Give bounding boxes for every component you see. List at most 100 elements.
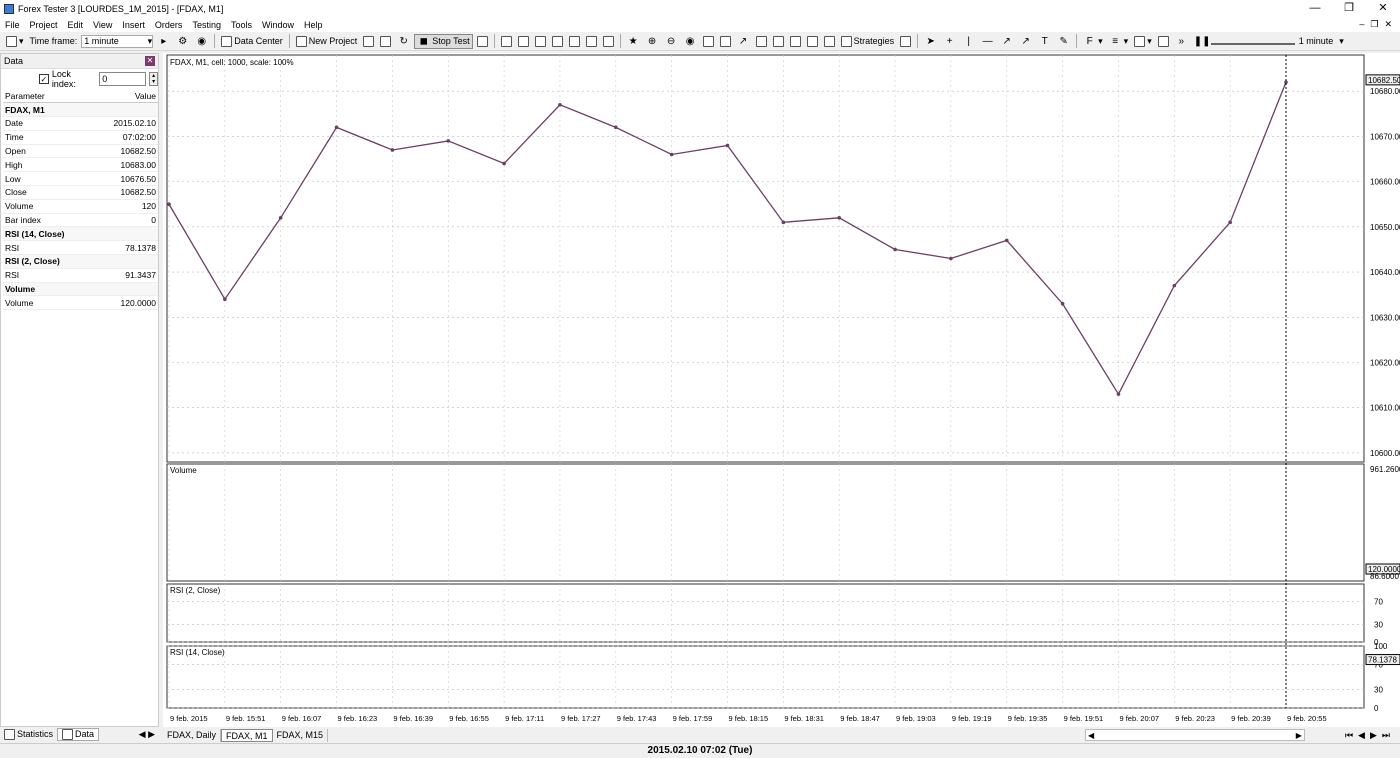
table-row[interactable]: Open 10682.50 bbox=[3, 144, 158, 159]
grid-button[interactable] bbox=[788, 34, 803, 49]
indicator-button[interactable]: ★ bbox=[625, 34, 642, 49]
templates-button[interactable] bbox=[805, 34, 820, 49]
table-row[interactable]: Date 2015.02.10 bbox=[3, 116, 158, 131]
zoom-out-button[interactable]: ⊖ bbox=[663, 34, 680, 49]
vline-button[interactable]: | bbox=[960, 34, 977, 49]
hline-button[interactable]: — bbox=[979, 34, 996, 49]
strategies-button[interactable]: Strategies bbox=[839, 34, 897, 49]
bars-button[interactable] bbox=[718, 34, 733, 49]
order-tool-4[interactable] bbox=[550, 34, 565, 49]
settings-button[interactable]: ⚙ bbox=[174, 34, 191, 49]
chart-tab-daily[interactable]: FDAX, Daily bbox=[163, 728, 222, 742]
rsi14-current-label: 78.1378 bbox=[1368, 656, 1397, 665]
table-row[interactable]: High 10683.00 bbox=[3, 157, 158, 173]
menu-file[interactable]: File bbox=[5, 19, 20, 30]
copy-button[interactable] bbox=[378, 34, 393, 49]
menu-orders[interactable]: Orders bbox=[154, 19, 183, 30]
last-bar-icon[interactable]: ⏭ bbox=[1381, 729, 1390, 740]
next-icon[interactable]: ▶ bbox=[1369, 729, 1377, 740]
binoculars-button[interactable]: ◉ bbox=[682, 34, 699, 49]
stop-test-button[interactable]: ◼ Stop Test bbox=[414, 33, 473, 49]
pencil-button[interactable]: ✎ bbox=[1055, 34, 1072, 49]
speed-slider[interactable] bbox=[1210, 37, 1295, 45]
zoom-in-button[interactable]: ⊕ bbox=[644, 34, 661, 49]
tools-button[interactable] bbox=[822, 34, 837, 49]
mdi-minimize-icon[interactable]: – bbox=[1359, 19, 1365, 29]
menu-testing[interactable]: Testing bbox=[192, 19, 221, 30]
close-button[interactable]: ✕ bbox=[1378, 2, 1388, 14]
timeframe-select[interactable]: 1 minute ▾ bbox=[81, 34, 154, 48]
table-row[interactable]: RSI 91.3437 bbox=[3, 268, 158, 283]
mdi-restore-icon[interactable]: ❐ bbox=[1370, 19, 1379, 29]
candles-button[interactable] bbox=[701, 34, 716, 49]
chevron-left-icon[interactable]: ◀ bbox=[1087, 730, 1095, 740]
menu-tools[interactable]: Tools bbox=[230, 19, 252, 30]
channel-button[interactable]: ≡ ▾ bbox=[1107, 34, 1131, 49]
table-row[interactable]: Time 07:02:00 bbox=[3, 130, 158, 145]
tab-statistics[interactable]: Statistics bbox=[0, 728, 57, 741]
lock-index-spinner[interactable]: ▴ ▾ bbox=[149, 72, 158, 86]
separator bbox=[214, 34, 216, 48]
cursor-button[interactable]: ➤ bbox=[922, 34, 939, 49]
table-row[interactable]: Volume 120 bbox=[3, 199, 158, 214]
chevron-right-icon[interactable]: ▶ bbox=[1295, 730, 1302, 740]
menu-insert[interactable]: Insert bbox=[122, 19, 145, 30]
ray-button[interactable]: ↗ bbox=[1017, 34, 1034, 49]
menu-view[interactable]: View bbox=[93, 19, 113, 30]
open-project-button[interactable] bbox=[361, 34, 376, 49]
col-parameter: Parameter bbox=[3, 89, 79, 104]
lock-index-checkbox[interactable]: ✓ bbox=[39, 74, 49, 84]
chart-tab-m1[interactable]: FDAX, M1 bbox=[221, 728, 273, 742]
minimize-button[interactable]: — bbox=[1309, 2, 1321, 14]
menu-window[interactable]: Window bbox=[261, 19, 294, 30]
menu-help[interactable]: Help bbox=[304, 19, 323, 30]
layout-button[interactable]: ▾ bbox=[4, 34, 26, 49]
close-icon[interactable]: ✕ bbox=[145, 56, 155, 66]
more-button[interactable]: » bbox=[1173, 34, 1190, 49]
order-tool-7[interactable] bbox=[601, 34, 616, 49]
calc-button[interactable] bbox=[898, 34, 913, 49]
new-project-button[interactable]: New Project bbox=[294, 34, 360, 49]
shape-button[interactable]: ▾ bbox=[1132, 34, 1154, 49]
chart-window[interactable]: FDAX, M1, cell: 1000, scale: 100% Volume R… bbox=[163, 53, 1400, 727]
line-chart-button[interactable]: ↗ bbox=[735, 34, 752, 49]
maximize-button[interactable]: ❐ bbox=[1344, 2, 1354, 14]
table-row[interactable]: RSI 78.1378 bbox=[3, 240, 158, 256]
fibonacci-button[interactable]: F ▾ bbox=[1081, 34, 1105, 49]
tab-statistics-label: Statistics bbox=[17, 729, 54, 739]
test-settings-button[interactable] bbox=[475, 34, 490, 49]
timeframe-label: Time frame: bbox=[29, 36, 78, 46]
chart-tab-m15[interactable]: FDAX, M15 bbox=[273, 728, 329, 742]
candle-chart-button[interactable] bbox=[771, 34, 786, 49]
first-bar-icon[interactable]: ⏮ bbox=[1344, 729, 1354, 740]
pause-button[interactable]: ❚❚ bbox=[1192, 34, 1211, 49]
tab-data[interactable]: Data bbox=[57, 727, 100, 741]
order-tool-2[interactable] bbox=[516, 34, 531, 49]
mdi-close-icon[interactable]: ✕ bbox=[1384, 19, 1392, 29]
order-tool-5[interactable] bbox=[567, 34, 582, 49]
lock-index-input[interactable]: 0 bbox=[99, 72, 147, 86]
refresh-button[interactable]: ↻ bbox=[395, 34, 412, 49]
table-row[interactable]: Low 10676.50 bbox=[3, 171, 158, 187]
order-tool-1[interactable] bbox=[499, 34, 514, 49]
order-tool-3[interactable] bbox=[533, 34, 548, 49]
crosshair-button[interactable]: + bbox=[941, 34, 958, 49]
prev-icon[interactable]: ◀ bbox=[1358, 729, 1365, 740]
table-row[interactable]: Volume 120.0000 bbox=[3, 295, 158, 311]
text-button[interactable]: T bbox=[1036, 34, 1053, 49]
speed-dropdown[interactable]: ▾ bbox=[1337, 34, 1346, 49]
network-button[interactable]: ◉ bbox=[193, 34, 210, 49]
menu-edit[interactable]: Edit bbox=[67, 19, 84, 30]
magnet-button[interactable] bbox=[1156, 34, 1171, 49]
table-row[interactable]: Bar index 0 bbox=[3, 213, 158, 228]
table-row[interactable]: Close 10682.50 bbox=[3, 185, 158, 200]
trendline-button[interactable]: ↗ bbox=[998, 34, 1015, 49]
play-button[interactable]: ▸ bbox=[155, 34, 172, 49]
menu-project[interactable]: Project bbox=[29, 19, 58, 30]
bar-chart-button[interactable] bbox=[754, 34, 769, 49]
order-tool-6[interactable] bbox=[584, 34, 599, 49]
horizontal-scrollbar[interactable]: ◀ ▶ bbox=[1084, 729, 1305, 741]
data-center-button[interactable]: Data Center bbox=[219, 34, 285, 49]
tab-scroll-arrows[interactable]: ◀ ▶ bbox=[138, 728, 155, 739]
chart-canvas[interactable]: FDAX, M1, cell: 1000, scale: 100% Volume R… bbox=[163, 53, 1400, 727]
